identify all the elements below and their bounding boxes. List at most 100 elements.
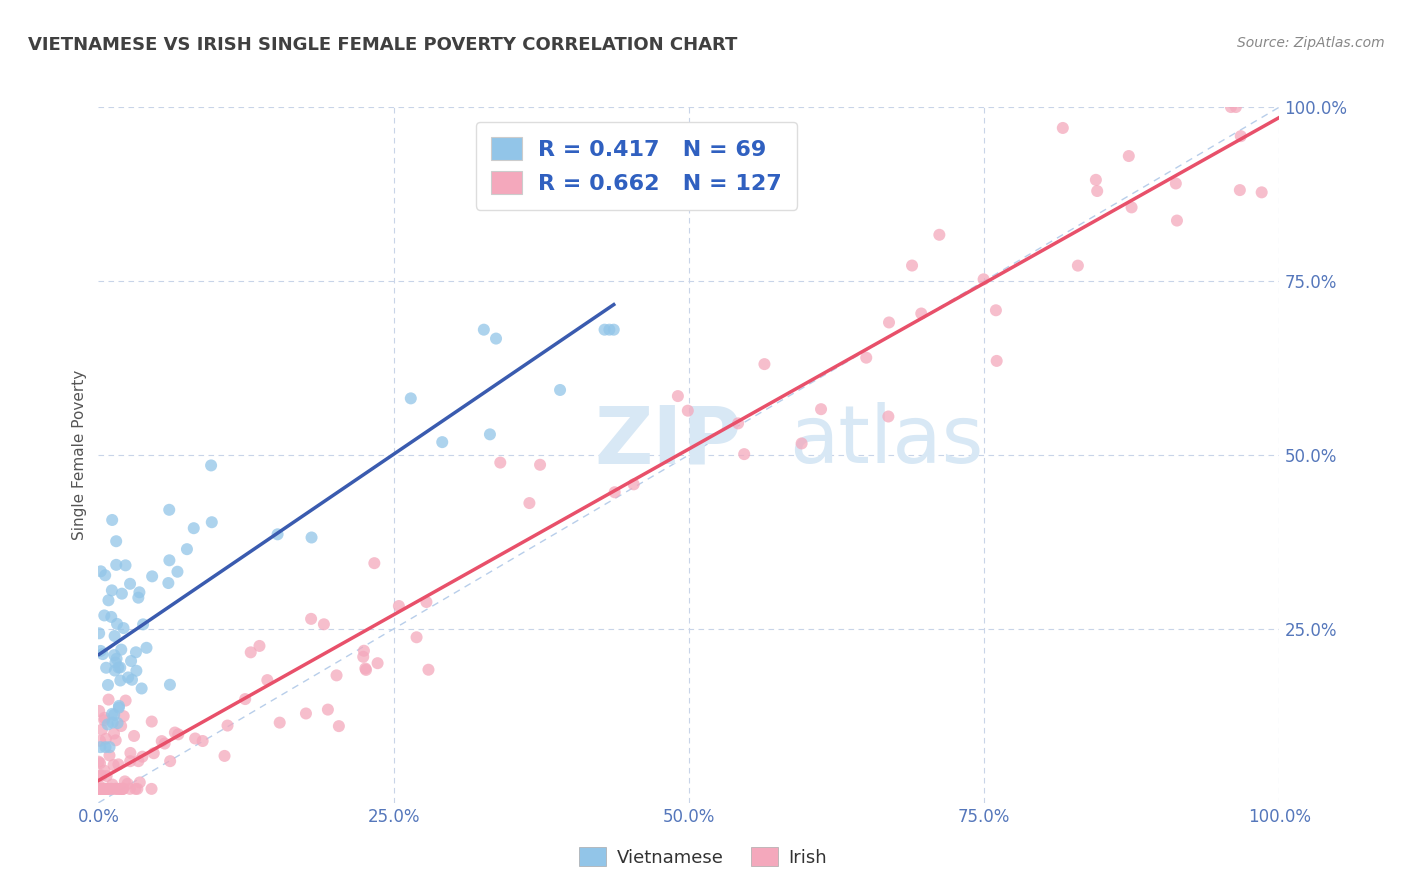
Point bbox=[790, 436, 813, 450]
Point bbox=[877, 409, 900, 424]
Point bbox=[142, 746, 165, 760]
Point bbox=[754, 357, 776, 371]
Point bbox=[108, 700, 131, 714]
Point bbox=[96, 781, 118, 796]
Point bbox=[472, 323, 495, 337]
Point bbox=[163, 725, 186, 739]
Point bbox=[1250, 186, 1272, 200]
Point bbox=[93, 781, 115, 796]
Point bbox=[184, 731, 207, 746]
Point bbox=[157, 553, 180, 567]
Point bbox=[676, 403, 699, 417]
Point bbox=[153, 737, 176, 751]
Point bbox=[910, 306, 932, 320]
Point bbox=[353, 644, 375, 658]
Point bbox=[114, 774, 136, 789]
Point bbox=[89, 781, 111, 796]
Point bbox=[159, 754, 181, 768]
Point bbox=[105, 651, 128, 665]
Point bbox=[316, 703, 339, 717]
Point bbox=[167, 727, 190, 741]
Point bbox=[131, 681, 153, 696]
Point bbox=[157, 576, 180, 591]
Point bbox=[217, 718, 239, 732]
Point bbox=[101, 706, 124, 721]
Point bbox=[984, 303, 1007, 318]
Point bbox=[110, 642, 132, 657]
Point bbox=[90, 723, 112, 737]
Point bbox=[354, 661, 377, 675]
Point bbox=[112, 709, 135, 723]
Point bbox=[97, 717, 120, 731]
Point bbox=[128, 585, 150, 599]
Point bbox=[105, 558, 128, 572]
Point bbox=[101, 583, 124, 598]
Point bbox=[239, 645, 262, 659]
Point bbox=[120, 654, 142, 668]
Point bbox=[478, 427, 501, 442]
Point bbox=[111, 781, 134, 796]
Point bbox=[117, 777, 139, 791]
Point bbox=[94, 731, 117, 746]
Point bbox=[1164, 177, 1187, 191]
Point bbox=[150, 734, 173, 748]
Point bbox=[108, 698, 131, 713]
Point bbox=[96, 781, 118, 796]
Point bbox=[93, 781, 115, 796]
Point bbox=[93, 781, 115, 796]
Point bbox=[141, 714, 163, 729]
Point bbox=[117, 670, 139, 684]
Point bbox=[312, 617, 335, 632]
Point bbox=[120, 754, 142, 768]
Point bbox=[112, 781, 135, 796]
Point bbox=[727, 417, 749, 431]
Point bbox=[93, 711, 115, 725]
Point bbox=[485, 332, 508, 346]
Point bbox=[733, 447, 755, 461]
Point bbox=[125, 664, 148, 678]
Point bbox=[249, 639, 271, 653]
Text: VIETNAMESE VS IRISH SINGLE FEMALE POVERTY CORRELATION CHART: VIETNAMESE VS IRISH SINGLE FEMALE POVERT… bbox=[28, 36, 738, 54]
Point bbox=[93, 608, 115, 623]
Point bbox=[354, 663, 377, 677]
Point bbox=[90, 769, 112, 783]
Point bbox=[201, 515, 224, 529]
Point bbox=[98, 740, 121, 755]
Point bbox=[104, 733, 127, 747]
Point bbox=[1166, 213, 1188, 227]
Point bbox=[105, 616, 128, 631]
Point bbox=[87, 781, 110, 796]
Point bbox=[233, 692, 256, 706]
Point bbox=[107, 757, 129, 772]
Point bbox=[128, 775, 150, 789]
Point bbox=[127, 591, 149, 605]
Point bbox=[166, 565, 188, 579]
Point bbox=[94, 781, 117, 796]
Point bbox=[90, 644, 112, 658]
Point bbox=[623, 477, 645, 491]
Point bbox=[214, 748, 236, 763]
Point bbox=[269, 715, 291, 730]
Point bbox=[94, 740, 117, 755]
Point bbox=[89, 734, 111, 748]
Point bbox=[105, 781, 128, 796]
Point bbox=[1084, 173, 1107, 187]
Point bbox=[108, 781, 131, 796]
Point bbox=[418, 663, 440, 677]
Point bbox=[97, 781, 120, 796]
Point bbox=[405, 630, 427, 644]
Point bbox=[256, 673, 278, 687]
Point bbox=[93, 764, 115, 778]
Point bbox=[89, 756, 111, 771]
Point bbox=[328, 719, 350, 733]
Point bbox=[111, 781, 134, 796]
Point bbox=[110, 660, 132, 674]
Point bbox=[124, 781, 146, 796]
Point bbox=[110, 673, 132, 688]
Point bbox=[299, 612, 322, 626]
Point bbox=[1229, 129, 1251, 144]
Point bbox=[1220, 100, 1243, 114]
Point bbox=[100, 610, 122, 624]
Point bbox=[363, 556, 385, 570]
Point bbox=[110, 719, 132, 733]
